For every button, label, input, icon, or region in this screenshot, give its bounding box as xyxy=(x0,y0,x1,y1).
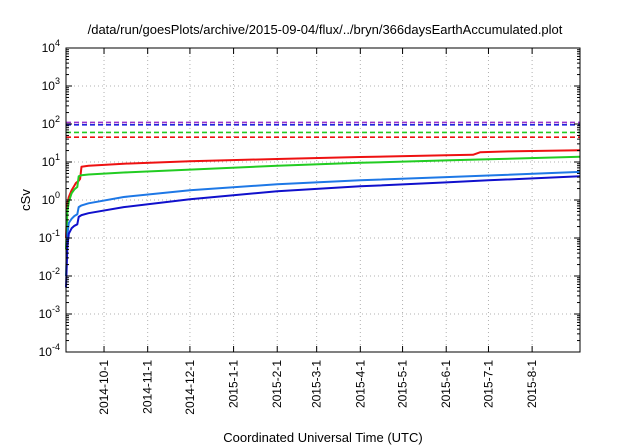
y-tick-label: 100 xyxy=(42,190,60,207)
chart-title: /data/run/goesPlots/archive/2015-09-04/f… xyxy=(88,22,563,37)
y-tick-label: 10-1 xyxy=(39,228,60,245)
grid-lines xyxy=(66,48,580,352)
series-lines xyxy=(65,149,581,288)
x-tick-label: 2015-3-1 xyxy=(310,360,324,408)
x-tick-label: 2015-6-1 xyxy=(439,360,453,408)
y-tick-label: 102 xyxy=(42,114,60,131)
y-axis-label: cSv xyxy=(18,189,33,211)
x-tick-label: 2015-1-1 xyxy=(227,360,241,408)
y-tick-label: 10-2 xyxy=(39,266,60,283)
y-tick-label: 10-3 xyxy=(39,304,60,321)
x-tick-label: 2015-4-1 xyxy=(353,360,367,408)
x-tick-label: 2015-5-1 xyxy=(396,360,410,408)
x-axis-ticks: 2014-10-1 2014-11-1 2014-12-1 2015-1-1 2015-… xyxy=(97,48,539,415)
x-tick-label: 2014-12-1 xyxy=(183,360,197,415)
x-tick-label: 2015-2-1 xyxy=(270,360,284,408)
y-tick-label: 103 xyxy=(42,76,60,93)
y-tick-label: 104 xyxy=(42,38,60,55)
series-line xyxy=(65,170,581,277)
series-line xyxy=(65,155,581,250)
x-tick-label: 2015-7-1 xyxy=(481,360,495,408)
y-tick-label: 10-4 xyxy=(39,342,60,359)
x-tick-label: 2014-10-1 xyxy=(97,360,111,415)
reference-lines xyxy=(66,121,580,138)
y-tick-label: 101 xyxy=(42,152,60,169)
y-axis-ticks: 10-4 10-3 10-2 10-1 100 101 102 103 104 xyxy=(39,38,580,359)
x-tick-label: 2015-8-1 xyxy=(525,360,539,408)
series-line xyxy=(65,175,581,288)
series-line xyxy=(65,149,581,239)
x-axis-label: Coordinated Universal Time (UTC) xyxy=(223,430,422,445)
x-tick-label: 2014-11-1 xyxy=(141,360,155,414)
